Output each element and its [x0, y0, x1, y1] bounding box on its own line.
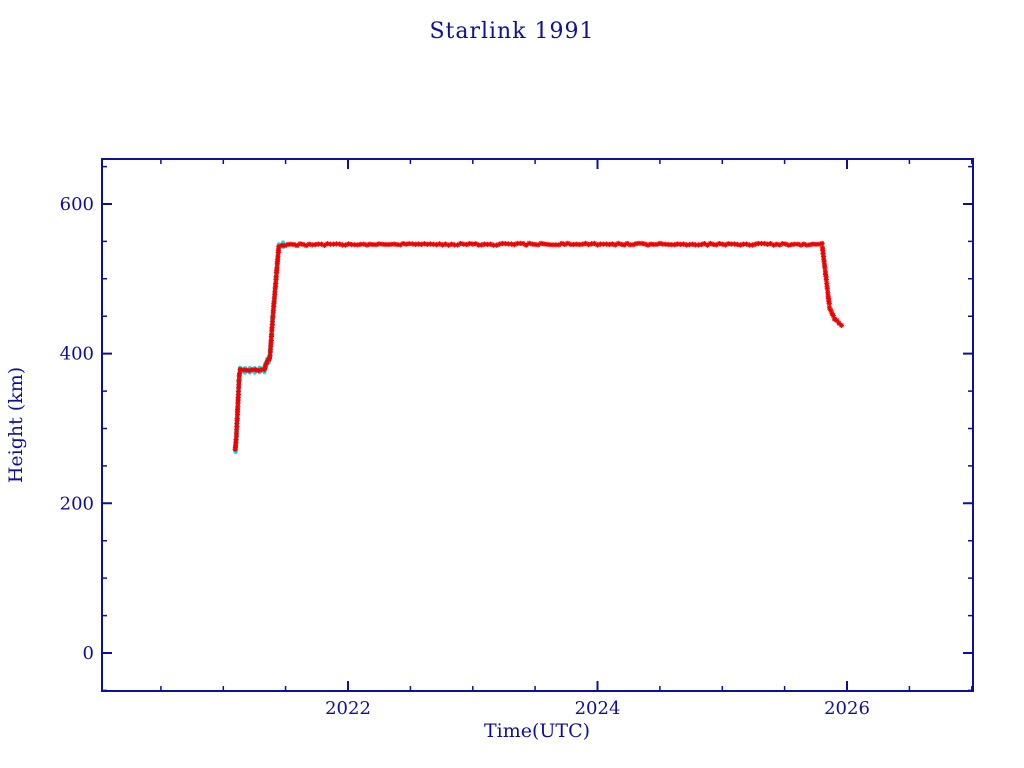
series-observed-height	[232, 240, 844, 452]
y-tick-label-400: 400	[60, 344, 94, 365]
x-tick-label-2022: 2022	[325, 698, 371, 719]
plot-frame	[101, 158, 974, 692]
minor-ticks	[102, 159, 973, 692]
y-tick-label-200: 200	[60, 493, 94, 514]
x-tick-label-2024: 2024	[575, 698, 621, 719]
y-tick-label-600: 600	[60, 194, 94, 215]
y-axis-label: Height (km)	[5, 367, 27, 483]
x-tick-label-2026: 2026	[824, 698, 870, 719]
major-ticks	[102, 159, 973, 691]
y-tick-label-0: 0	[83, 643, 94, 664]
x-axis-label: Time(UTC)	[484, 720, 590, 742]
chart-title: Starlink 1991	[429, 19, 594, 44]
